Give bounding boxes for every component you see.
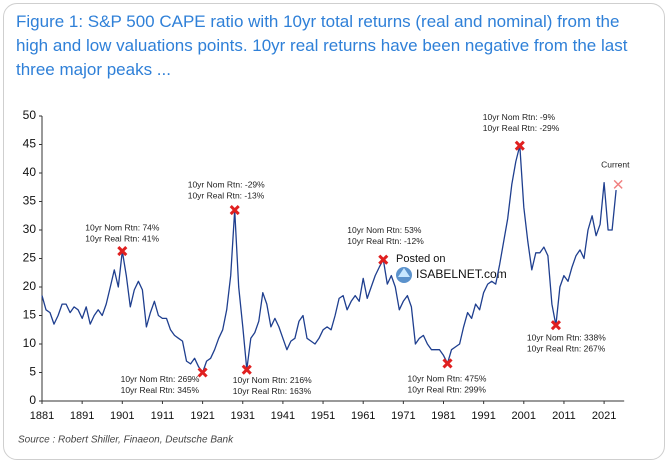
marker bbox=[241, 364, 252, 375]
y-tick-label: 30 bbox=[23, 222, 37, 236]
x-tick-label: 2011 bbox=[552, 410, 576, 422]
x-tick-label: 1921 bbox=[190, 410, 214, 422]
y-tick-label: 15 bbox=[23, 308, 37, 322]
x-tick-label: 1961 bbox=[351, 410, 375, 422]
marker bbox=[197, 367, 208, 378]
annotation: 10yr Nom Rtn: 338% bbox=[527, 332, 606, 342]
annotation: 10yr Real Rtn: -12% bbox=[347, 236, 424, 246]
marker bbox=[550, 320, 561, 331]
y-tick-label: 0 bbox=[29, 393, 36, 407]
x-tick-label: 1971 bbox=[391, 410, 415, 422]
annotation: 10yr Real Rtn: -29% bbox=[483, 123, 560, 133]
annotation: 10yr Real Rtn: 267% bbox=[527, 343, 606, 353]
annotation: 10yr Real Rtn: 345% bbox=[121, 385, 200, 395]
annotation: 10yr Nom Rtn: 216% bbox=[233, 375, 312, 385]
y-tick-label: 20 bbox=[23, 279, 37, 293]
y-tick-label: 40 bbox=[23, 165, 37, 179]
x-tick-label: 1981 bbox=[431, 410, 455, 422]
frame bbox=[3, 3, 665, 460]
x-tick-label: 1881 bbox=[30, 410, 54, 422]
x-tick-label: 1891 bbox=[70, 410, 94, 422]
annotation: 10yr Nom Rtn: -9% bbox=[483, 112, 556, 122]
y-tick-label: 5 bbox=[29, 365, 36, 379]
marker bbox=[442, 358, 453, 369]
annotation: 10yr Nom Rtn: 475% bbox=[408, 374, 487, 384]
x-tick-label: 1941 bbox=[271, 410, 295, 422]
annotation: 10yr Real Rtn: -13% bbox=[188, 190, 265, 200]
chart-title: Figure 1: S&P 500 CAPE ratio with 10yr t… bbox=[16, 12, 628, 79]
annotation: 10yr Real Rtn: 299% bbox=[408, 385, 487, 395]
cape-line bbox=[41, 144, 617, 374]
x-tick-label: 1901 bbox=[110, 410, 134, 422]
x-tick-label: 2001 bbox=[512, 410, 536, 422]
x-tick-label: 1951 bbox=[311, 410, 335, 422]
marker bbox=[514, 140, 525, 151]
y-tick-label: 25 bbox=[23, 251, 37, 265]
x-tick-label: 1931 bbox=[231, 410, 255, 422]
annotation: Current bbox=[601, 160, 630, 170]
x-tick-label: 1911 bbox=[151, 410, 175, 422]
marker bbox=[613, 179, 623, 189]
marker bbox=[378, 254, 389, 265]
marker bbox=[117, 246, 128, 257]
annotation: 10yr Nom Rtn: 53% bbox=[347, 225, 422, 235]
annotation: 10yr Real Rtn: 41% bbox=[85, 233, 159, 243]
y-tick-label: 50 bbox=[23, 108, 37, 122]
watermark-text: ISABELNET.com bbox=[416, 267, 507, 281]
marker bbox=[229, 204, 240, 216]
y-tick-label: 35 bbox=[23, 194, 37, 208]
x-tick-label: 2021 bbox=[592, 410, 616, 422]
annotation: 10yr Nom Rtn: 269% bbox=[121, 374, 200, 384]
y-tick-label: 45 bbox=[23, 137, 37, 151]
annotation: 10yr Nom Rtn: 74% bbox=[85, 222, 160, 232]
annotation: 10yr Nom Rtn: -29% bbox=[188, 179, 265, 189]
watermark-icon bbox=[398, 268, 410, 277]
source: Source : Robert Shiller, Finaeon, Deutsc… bbox=[18, 435, 234, 446]
watermark-text: Posted on bbox=[396, 253, 446, 265]
y-tick-label: 10 bbox=[23, 336, 37, 350]
annotation: 10yr Real Rtn: 163% bbox=[233, 386, 312, 396]
x-tick-label: 1991 bbox=[471, 410, 495, 422]
watermark bbox=[396, 267, 412, 283]
